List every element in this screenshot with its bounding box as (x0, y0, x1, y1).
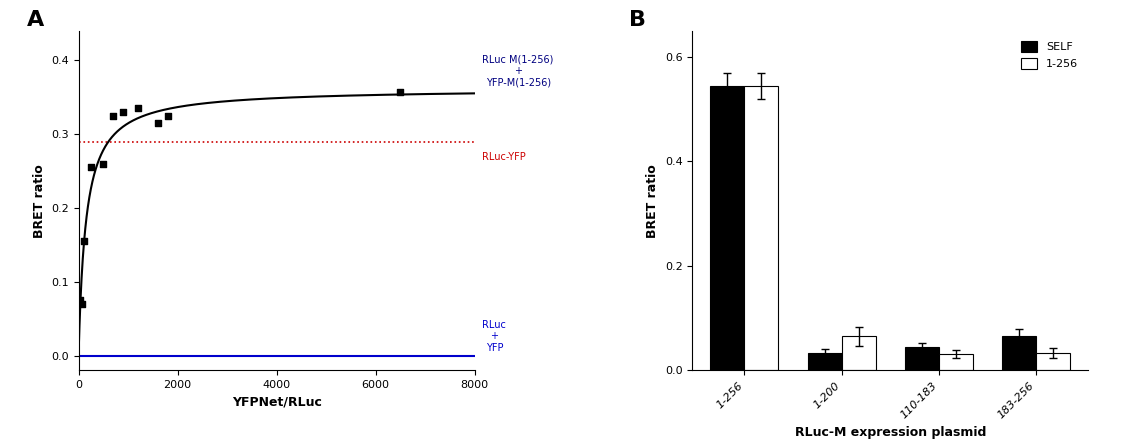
Bar (808, 353, 842, 370)
Point (114, 108, 132, 116)
Point (94, 160, 112, 167)
Legend: SELF, 1-256: SELF, 1-256 (1017, 37, 1083, 74)
Bar (744, 86, 779, 370)
Point (75, 238, 93, 245)
Text: RLuc
+
YFP: RLuc + YFP (482, 320, 506, 353)
Text: RLuc M(1-256)
+
YFP-M(1-256): RLuc M(1-256) + YFP-M(1-256) (482, 55, 554, 88)
Y-axis label: BRET ratio: BRET ratio (646, 164, 660, 238)
Point (104, 112, 122, 119)
Point (71, 297, 89, 304)
Text: A: A (27, 11, 44, 30)
Bar (905, 347, 939, 370)
X-axis label: YFPNet/RLuc: YFPNet/RLuc (231, 396, 322, 409)
Bar (1002, 336, 1037, 370)
Point (82, 164, 100, 171)
Bar (1037, 353, 1070, 370)
Point (149, 120, 167, 127)
Point (158, 112, 176, 119)
Bar (842, 336, 876, 370)
X-axis label: RLuc-M expression plasmid: RLuc-M expression plasmid (794, 426, 986, 439)
Text: RLuc-YFP: RLuc-YFP (482, 152, 526, 161)
Point (129, 105, 147, 112)
Bar (710, 86, 744, 370)
Point (392, 89, 410, 96)
Text: B: B (629, 11, 646, 30)
Bar (939, 354, 973, 370)
Point (73, 300, 91, 307)
Y-axis label: BRET ratio: BRET ratio (33, 164, 46, 238)
